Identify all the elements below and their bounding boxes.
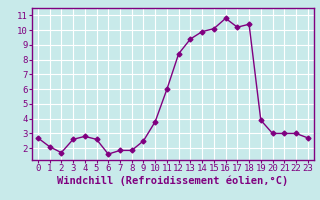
X-axis label: Windchill (Refroidissement éolien,°C): Windchill (Refroidissement éolien,°C) [57, 176, 288, 186]
